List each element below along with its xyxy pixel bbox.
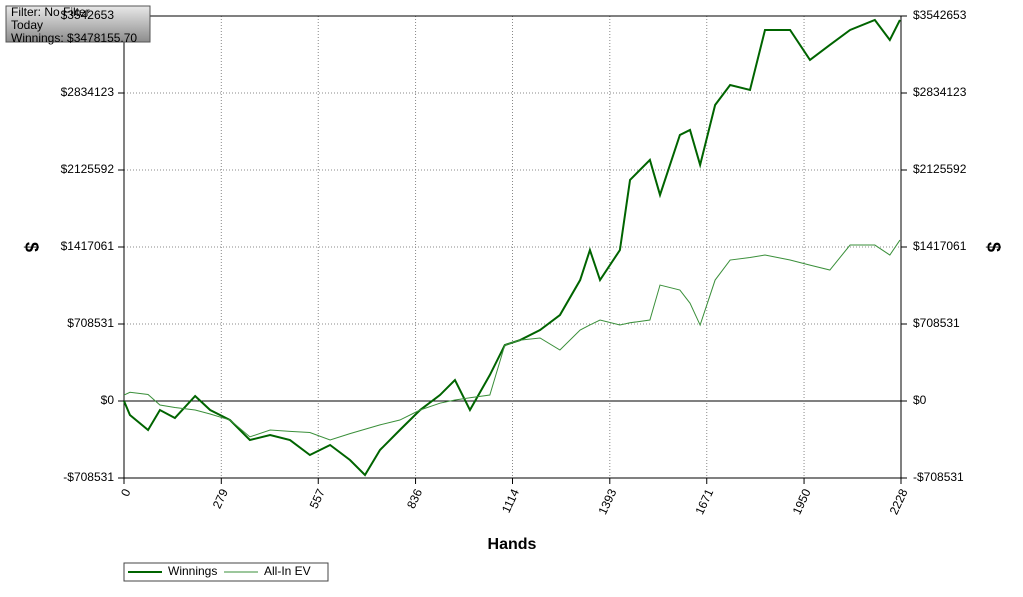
info-line: Today — [11, 18, 43, 32]
y2-tick-label: $0 — [913, 393, 927, 407]
y2-tick-label: $2834123 — [913, 85, 967, 99]
y2-tick-label: $2125592 — [913, 162, 967, 176]
info-line: Winnings: $3478155.70 — [11, 31, 137, 45]
x-axis-label: Hands — [488, 536, 537, 553]
plot-frame — [123, 15, 902, 479]
info-line: Filter: No Filter — [11, 5, 90, 19]
series-line — [123, 239, 901, 441]
marks — [123, 18, 901, 477]
y-tick-label: $2834123 — [61, 85, 115, 99]
y2-tick-label: -$708531 — [913, 470, 964, 484]
y-tick-label: $2125592 — [61, 162, 115, 176]
y-tick-label: $3542653 — [61, 8, 115, 22]
legend-label: All-In EV — [264, 564, 311, 578]
info-box — [5, 5, 151, 43]
legend-label: Winnings — [168, 564, 217, 578]
y2-tick-label: $708531 — [913, 316, 960, 330]
legend-items: Winnings All-In EV — [128, 564, 311, 578]
y-tick-label: $1417061 — [61, 239, 115, 253]
y-axis-label: $ — [21, 242, 41, 252]
y2-axis-label: $ — [983, 242, 1003, 252]
y-tick-label: $708531 — [67, 316, 114, 330]
y2-tick-label: $3542653 — [913, 8, 967, 22]
y-tick-label: -$708531 — [63, 470, 114, 484]
y2-tick-label: $1417061 — [913, 239, 967, 253]
y-tick-label: $0 — [101, 393, 115, 407]
